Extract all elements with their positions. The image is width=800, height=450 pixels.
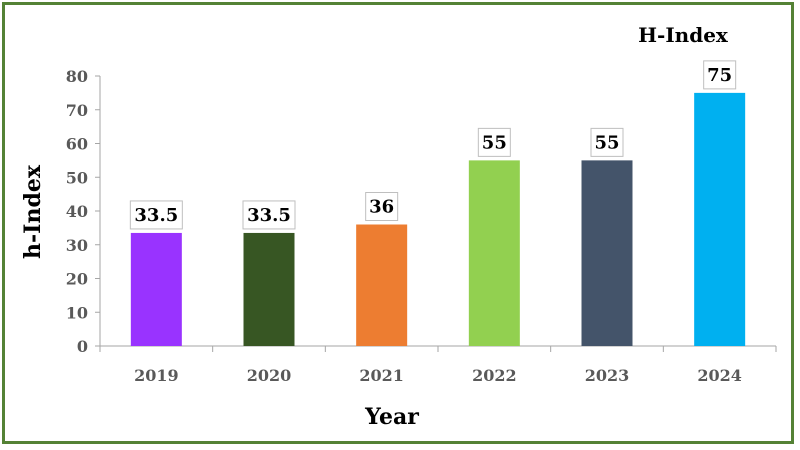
axes: 0 10 20 30 40 50 60 70 80 2019 2020 2021 2022 2023 202… — [66, 67, 777, 385]
bar-2024 — [694, 92, 746, 346]
x-tick-label: 2023 — [585, 366, 630, 385]
y-tick-label: 30 — [66, 236, 88, 255]
x-tick-label: 2022 — [472, 366, 517, 385]
x-tick-label: 2020 — [247, 366, 292, 385]
data-label: 75 — [707, 65, 732, 86]
y-tick-label: 20 — [66, 270, 88, 289]
bar-2020 — [243, 232, 295, 346]
y-tick-label: 70 — [66, 101, 88, 120]
y-tick-label: 60 — [66, 135, 88, 154]
chart-title: H-Index — [638, 23, 729, 47]
data-label-box — [477, 127, 511, 157]
data-labels-group: 33.5 33.5 36 55 55 75 — [129, 60, 737, 230]
bar-2022 — [468, 160, 520, 346]
data-label-box — [365, 192, 399, 221]
x-tick-label: 2021 — [359, 366, 404, 385]
y-tick-label: 50 — [66, 168, 88, 187]
y-tick-label: 10 — [66, 303, 88, 322]
data-label-box — [703, 60, 737, 90]
data-label: 33.5 — [247, 205, 291, 226]
y-tick-label: 0 — [77, 337, 88, 356]
data-label-box — [590, 127, 624, 157]
x-tick-label: 2019 — [134, 366, 179, 385]
bar-2021 — [356, 224, 408, 346]
y-axis-title: h-Index — [20, 164, 46, 259]
bars-group — [130, 92, 746, 346]
y-tick-label: 80 — [66, 67, 88, 86]
bar-2019 — [130, 232, 182, 346]
y-tick-label: 40 — [66, 202, 88, 221]
bar-2023 — [581, 160, 633, 346]
data-label: 55 — [594, 132, 619, 153]
data-label-box — [242, 200, 296, 230]
x-axis-title: Year — [364, 404, 419, 430]
data-label: 55 — [482, 132, 507, 153]
x-tick-label: 2024 — [697, 366, 742, 385]
data-label: 33.5 — [134, 205, 178, 226]
data-label-box — [129, 200, 183, 230]
data-label: 36 — [369, 197, 394, 218]
